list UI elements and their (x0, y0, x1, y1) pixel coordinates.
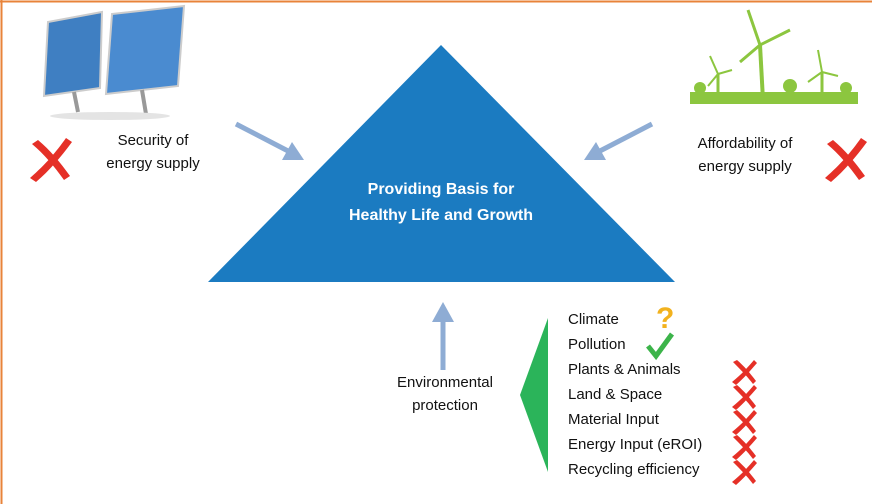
page: Providing Basis for Healthy Life and Gro… (0, 0, 872, 504)
factor-item: Plants & Animals (568, 361, 681, 378)
diagram: Providing Basis for Healthy Life and Gro… (0, 0, 872, 504)
pillar-label: Affordability of (698, 135, 794, 152)
red-cross (732, 410, 757, 435)
pillar-label: energy supply (106, 155, 200, 172)
factor-item: Pollution (568, 336, 626, 353)
red-cross (825, 138, 867, 182)
factor-list: Climate Pollution Plants & Animals Land & S… (568, 311, 702, 478)
red-cross (732, 360, 757, 385)
factor-item: Climate (568, 311, 619, 328)
pillar-label: Security of (118, 132, 190, 149)
wind-turbine-icon (690, 10, 858, 104)
question-icon: ? (656, 302, 674, 335)
red-cross (732, 460, 757, 485)
center-label: Healthy Life and Growth (349, 207, 533, 224)
factor-item: Recycling efficiency (568, 461, 700, 478)
bracket (520, 318, 548, 472)
red-cross (30, 138, 72, 182)
factor-item: Material Input (568, 411, 660, 428)
pillar-label: protection (412, 397, 478, 414)
red-cross (732, 385, 757, 410)
solar-panel-icon (44, 6, 184, 120)
red-cross (732, 435, 757, 460)
pillar-label: energy supply (698, 158, 792, 175)
check-icon (648, 334, 672, 356)
center-label: Providing Basis for (368, 181, 515, 198)
pillar-label: Environmental (397, 374, 493, 391)
main-triangle (208, 45, 675, 282)
factor-item: Energy Input (eROI) (568, 436, 702, 453)
factor-item: Land & Space (568, 386, 662, 403)
